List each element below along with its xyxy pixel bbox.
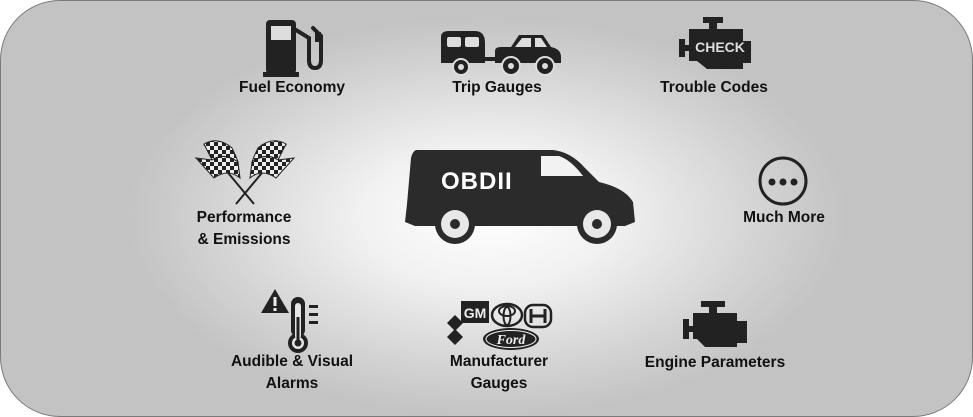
fuel-pump-icon [263,20,323,77]
check-badge-text: CHECK [695,39,745,55]
checkered-flags-icon [194,140,296,205]
manufacturer-logos-icon: GM Ford [447,301,553,350]
performance-emissions-label: Performance & Emissions [174,207,314,251]
alarms-label: Audible & Visual Alarms [220,351,364,395]
much-more-label: Much More [743,209,825,226]
gm-logo-text: GM [464,305,487,321]
trip-gauges-label: Trip Gauges [452,79,542,96]
alarms-label-line1: Audible & Visual [230,353,354,370]
manufacturer-label-line1: Manufacturer [449,353,549,370]
performance-label-line2: & Emissions [197,231,291,248]
check-engine-icon: CHECK [679,17,751,69]
alarms-label-line2: Alarms [265,375,319,392]
more-dots-icon [758,156,808,206]
engine-icon [683,301,747,347]
engine-parameters-label: Engine Parameters [644,354,786,371]
ford-logo-text: Ford [496,333,527,348]
fuel-economy-label: Fuel Economy [239,79,345,96]
manufacturer-gauges-label: Manufacturer Gauges [429,351,569,395]
manufacturer-label-line2: Gauges [470,375,528,392]
van-label: OBDII [441,168,513,195]
obdii-van-icon: OBDII [405,150,635,244]
warning-thermometer-icon [261,289,318,353]
trouble-codes-label: Trouble Codes [660,79,768,96]
camper-car-icon [441,31,561,76]
performance-label-line1: Performance [196,209,292,226]
